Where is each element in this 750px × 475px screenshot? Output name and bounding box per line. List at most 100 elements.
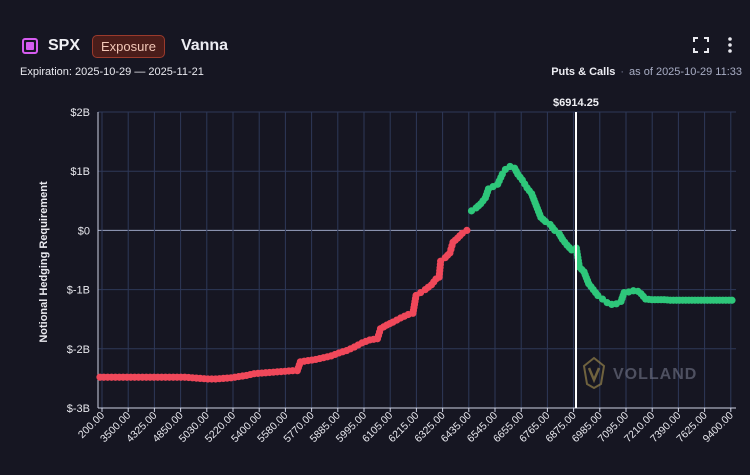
series-point-fill bbox=[565, 243, 573, 252]
series-point-fill bbox=[539, 215, 547, 224]
exposure-badge[interactable]: Exposure bbox=[92, 34, 165, 58]
series-point-fill bbox=[700, 296, 708, 304]
series-point-fill bbox=[682, 296, 690, 304]
volland-watermark: VOLLAND bbox=[582, 356, 696, 390]
series-point-fill bbox=[100, 373, 108, 381]
series-point-fill bbox=[575, 260, 583, 268]
chart-grid bbox=[97, 111, 736, 409]
series-point-fill bbox=[536, 210, 544, 219]
y-axis-tick-labels: $2B $1B $0 $-1B $-2B $-3B bbox=[67, 107, 90, 415]
metric-title: Vanna bbox=[180, 37, 229, 54]
series-point-fill bbox=[619, 291, 627, 300]
symbol-color-swatch bbox=[26, 42, 34, 50]
series-connector-line bbox=[471, 165, 732, 305]
series-point-fill bbox=[185, 373, 193, 382]
series-point-fill bbox=[456, 232, 464, 240]
series-point-fill bbox=[238, 372, 247, 380]
series-point-fill bbox=[651, 296, 659, 304]
y-tick-label: $1B bbox=[70, 166, 90, 178]
series-point-fill bbox=[591, 288, 600, 297]
more-vertical-icon[interactable] bbox=[724, 36, 736, 54]
series-point-fill bbox=[578, 265, 586, 274]
expiration-range: Expiration: 2025-10-29 — 2025-11-21 bbox=[20, 66, 204, 78]
series-point-fill bbox=[516, 173, 524, 181]
series-point-fill bbox=[131, 373, 139, 381]
series-point-fill bbox=[346, 345, 355, 353]
series-point-fill bbox=[479, 197, 487, 205]
series-point-fill bbox=[444, 251, 452, 259]
series-point-fill bbox=[370, 335, 378, 343]
series-point-fill bbox=[339, 348, 347, 356]
series-point-fill bbox=[645, 295, 653, 303]
series-point-fill bbox=[300, 357, 308, 365]
as-of-timestamp: as of 2025-10-29 11:33 bbox=[629, 66, 742, 78]
series-point-fill bbox=[169, 373, 177, 381]
y-tick-label: $-3B bbox=[67, 403, 90, 415]
series-point-fill bbox=[161, 373, 170, 381]
series-point-fill bbox=[308, 356, 316, 364]
series-point-fill bbox=[215, 375, 224, 383]
series-point-fill bbox=[362, 337, 370, 345]
series-point-fill bbox=[323, 353, 331, 361]
volland-logo-icon bbox=[582, 356, 606, 390]
y-tick-label: $-1B bbox=[67, 285, 90, 297]
series-point-fill bbox=[430, 278, 438, 286]
series-point-fill bbox=[688, 296, 696, 304]
series-point-fill bbox=[269, 368, 278, 376]
series-point-fill bbox=[521, 180, 529, 188]
series-point-fill bbox=[115, 373, 123, 381]
series-point-fill bbox=[525, 187, 533, 195]
y-tick-label: $0 bbox=[78, 225, 90, 237]
series-point-fill bbox=[719, 296, 727, 304]
series-point-fill bbox=[380, 323, 388, 331]
series-point-fill bbox=[436, 260, 444, 268]
series-point-fill bbox=[277, 367, 285, 376]
series-point-fill bbox=[483, 188, 492, 196]
series-point-fill bbox=[331, 350, 339, 359]
series-point-fill bbox=[154, 373, 162, 381]
series-point-fill bbox=[231, 373, 239, 381]
spot-marker: $6914.25 bbox=[553, 97, 599, 408]
series-point-fill bbox=[706, 296, 715, 304]
series-point-fill bbox=[583, 277, 592, 285]
series-point-fill bbox=[657, 296, 665, 304]
series-point-fill bbox=[177, 373, 185, 381]
series-point-fill bbox=[557, 233, 565, 241]
series-point-fill bbox=[639, 292, 647, 301]
series-point-fill bbox=[254, 369, 262, 377]
series-point-fill bbox=[512, 167, 520, 175]
ticker-symbol: SPX bbox=[48, 37, 81, 54]
series-point-fill bbox=[725, 296, 733, 304]
series-point-fill bbox=[400, 312, 409, 320]
series-point-fill bbox=[223, 374, 231, 382]
series-point-fill bbox=[497, 173, 505, 182]
series-point-fill bbox=[548, 223, 557, 232]
series-point-fill bbox=[123, 373, 131, 381]
series-point-fill bbox=[246, 370, 254, 379]
series-point-fill bbox=[587, 283, 595, 291]
series-point-fill bbox=[208, 375, 216, 383]
series-point-fill bbox=[694, 296, 702, 304]
series-point-fill bbox=[411, 294, 420, 303]
series-point-fill bbox=[663, 296, 671, 304]
series-point-fill bbox=[561, 238, 569, 246]
series-point-fill bbox=[393, 316, 401, 324]
x-axis-tick-labels: 200.003500.004325.004850.005030.005220.0… bbox=[76, 408, 736, 445]
series-point-fill bbox=[146, 373, 154, 381]
series-point-fill bbox=[386, 320, 394, 328]
chart-meta: Puts & Calls · as of 2025-10-29 11:33 bbox=[551, 66, 742, 78]
meta-separator: · bbox=[620, 66, 625, 78]
y-tick-label: $-2B bbox=[67, 344, 90, 356]
spot-price-label: $6914.25 bbox=[553, 97, 599, 109]
puts-calls-label[interactable]: Puts & Calls bbox=[551, 66, 616, 78]
series-point-fill bbox=[285, 367, 293, 375]
series-point-fill bbox=[675, 296, 684, 304]
series-point-fill bbox=[316, 354, 324, 363]
negative-point bbox=[463, 226, 471, 234]
symbol-checkbox[interactable] bbox=[22, 38, 38, 54]
series-point-fill bbox=[375, 328, 384, 336]
expand-icon[interactable] bbox=[692, 36, 710, 54]
y-tick-label: $2B bbox=[70, 107, 90, 119]
